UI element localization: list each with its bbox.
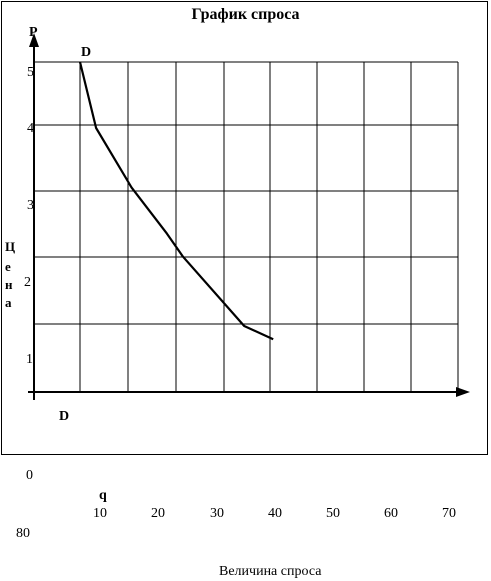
y-tick-label: 5 (27, 65, 34, 80)
x-tick-label-extra: 80 (16, 526, 30, 541)
x-tick-label: 40 (268, 506, 282, 521)
y-tick-label: 1 (26, 352, 33, 367)
x-axis-arrow (456, 387, 470, 397)
y-tick-label: 4 (27, 121, 34, 136)
origin-label: 0 (26, 468, 33, 483)
y-label-char: Ц (5, 239, 16, 254)
x-tick-label: 50 (326, 506, 340, 521)
x-axis-title: Величина спроса (219, 564, 322, 579)
grid-lines (34, 61, 459, 392)
demand-curve-group (78, 61, 274, 341)
y-axis-arrow (29, 33, 39, 47)
curve-label-bottom: D (59, 409, 70, 424)
curve-label-top: D (81, 45, 92, 60)
y-label-char: н (5, 277, 13, 292)
y-axis-letter: P (29, 25, 38, 40)
x-tick-label: 30 (210, 506, 224, 521)
y-label-char: а (5, 295, 12, 310)
y-tick-label: 2 (24, 275, 31, 290)
x-tick-label: 70 (442, 506, 456, 521)
x-tick-label: 60 (384, 506, 398, 521)
x-tick-label: 10 (93, 506, 107, 521)
y-label-char: е (5, 259, 11, 274)
demand-curve-line (78, 61, 274, 341)
x-tick-label: 20 (151, 506, 165, 521)
chart-title: График спроса (191, 6, 300, 23)
x-axis-letter: q (99, 488, 107, 503)
chart-frame (1, 1, 488, 455)
y-tick-label: 3 (27, 198, 34, 213)
axes (28, 33, 470, 400)
